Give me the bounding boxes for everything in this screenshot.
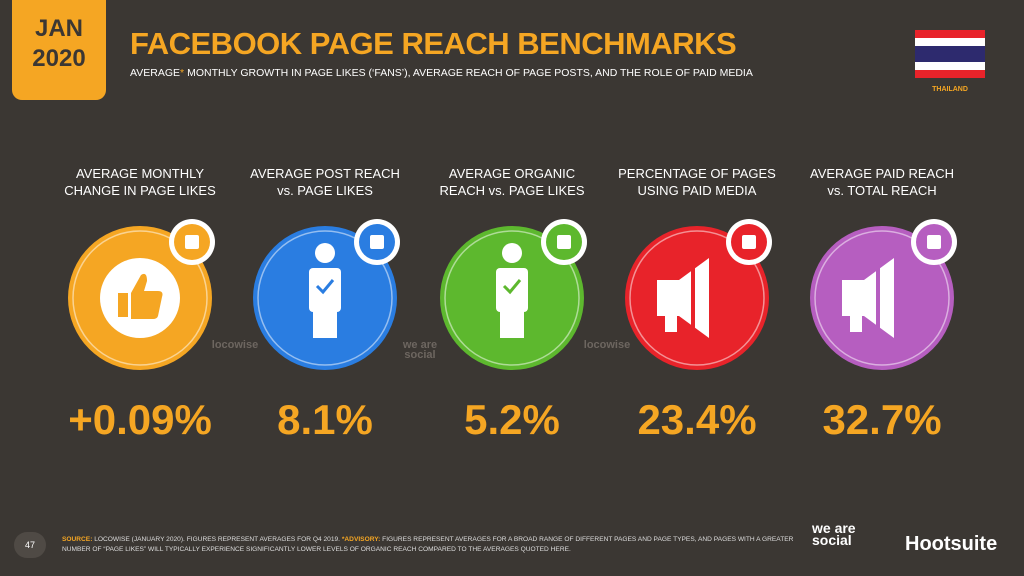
sub-icon: [185, 235, 199, 249]
icon-ring: [257, 230, 393, 366]
check: [502, 279, 522, 295]
icon-ring: [72, 230, 208, 366]
source-label: SOURCE:: [62, 536, 93, 543]
megaphone: [842, 258, 894, 338]
megaphone-gap: [876, 268, 880, 328]
value: +0.09%: [68, 396, 212, 443]
megaphone-handle: [850, 316, 862, 332]
watermark: locowise: [211, 339, 259, 351]
person-legs: [313, 310, 337, 338]
subtitle-block: AVERAGE* MONTHLY GROWTH IN PAGE LIKES (‘F…: [130, 67, 753, 79]
value: 8.1%: [277, 396, 373, 443]
megaphone-gap: [691, 268, 695, 328]
flag: [915, 30, 985, 78]
sub-icon: [927, 235, 941, 249]
value: 5.2%: [464, 396, 560, 443]
person-head: [502, 243, 522, 263]
title: FACEBOOK PAGE REACH BENCHMARKS: [130, 26, 737, 61]
label-line: AVERAGE POST REACH: [250, 166, 400, 181]
month: JAN: [34, 15, 83, 42]
brand-logo: Hootsuite: [905, 533, 998, 555]
year: 2020: [32, 45, 86, 72]
label-line: vs. TOTAL REACH: [827, 183, 937, 198]
icon-ring: [814, 230, 950, 366]
label-line: AVERAGE PAID REACH: [810, 166, 954, 181]
icon-ring: [629, 230, 765, 366]
value: 23.4%: [637, 396, 757, 443]
card-label: AVERAGE PAID REACH vs. TOTAL REACH: [792, 165, 972, 199]
megaphone-handle: [665, 316, 677, 332]
label-line: REACH vs. PAGE LIKES: [439, 183, 585, 198]
person-head: [315, 243, 335, 263]
card-label: AVERAGE MONTHLY CHANGE IN PAGE LIKES: [50, 165, 230, 199]
thumb: [131, 273, 163, 319]
page-number: 47: [14, 532, 46, 558]
sub-icon: [370, 235, 384, 249]
card-label: AVERAGE ORGANIC REACH vs. PAGE LIKES: [422, 165, 602, 199]
brand-logo: we are social: [812, 520, 856, 548]
card-label: AVERAGE POST REACH vs. PAGE LIKES: [235, 165, 415, 199]
sub-icon: [742, 235, 756, 249]
check: [315, 279, 335, 295]
label-line: CHANGE IN PAGE LIKES: [64, 183, 216, 198]
subtitle-lead: AVERAGE: [130, 67, 180, 79]
label-line: vs. PAGE LIKES: [277, 183, 373, 198]
sub-icon: [557, 235, 571, 249]
label-line: AVERAGE MONTHLY: [75, 166, 205, 181]
megaphone: [657, 258, 709, 338]
source: LOCOWISE (JANUARY 2020). FIGURES REPRESE…: [94, 536, 341, 543]
card-label: PERCENTAGE OF PAGES USING PAID MEDIA: [607, 165, 787, 199]
advisory-label: *ADVISORY:: [341, 536, 381, 543]
label-line: PERCENTAGE OF PAGES: [618, 166, 776, 181]
watermark: locowise: [583, 339, 631, 351]
thumb: [118, 293, 128, 317]
subtitle: MONTHLY GROWTH IN PAGE LIKES (‘FANS’), A…: [187, 67, 753, 79]
country: THAILAND: [932, 86, 968, 93]
value: 32.7%: [822, 396, 942, 443]
advisory: FIGURES REPRESENT AVERAGES FOR A BROAD R…: [62, 536, 794, 553]
watermark: we are social: [402, 339, 438, 361]
icon-ring: [444, 230, 580, 366]
footnote: SOURCE: LOCOWISE (JANUARY 2020). FIGURES…: [62, 535, 802, 555]
asterisk: *: [180, 67, 185, 79]
person-legs: [500, 310, 524, 338]
label-line: AVERAGE ORGANIC: [448, 166, 576, 181]
date-badge: JAN 2020: [12, 0, 106, 100]
label-line: USING PAID MEDIA: [637, 183, 757, 198]
